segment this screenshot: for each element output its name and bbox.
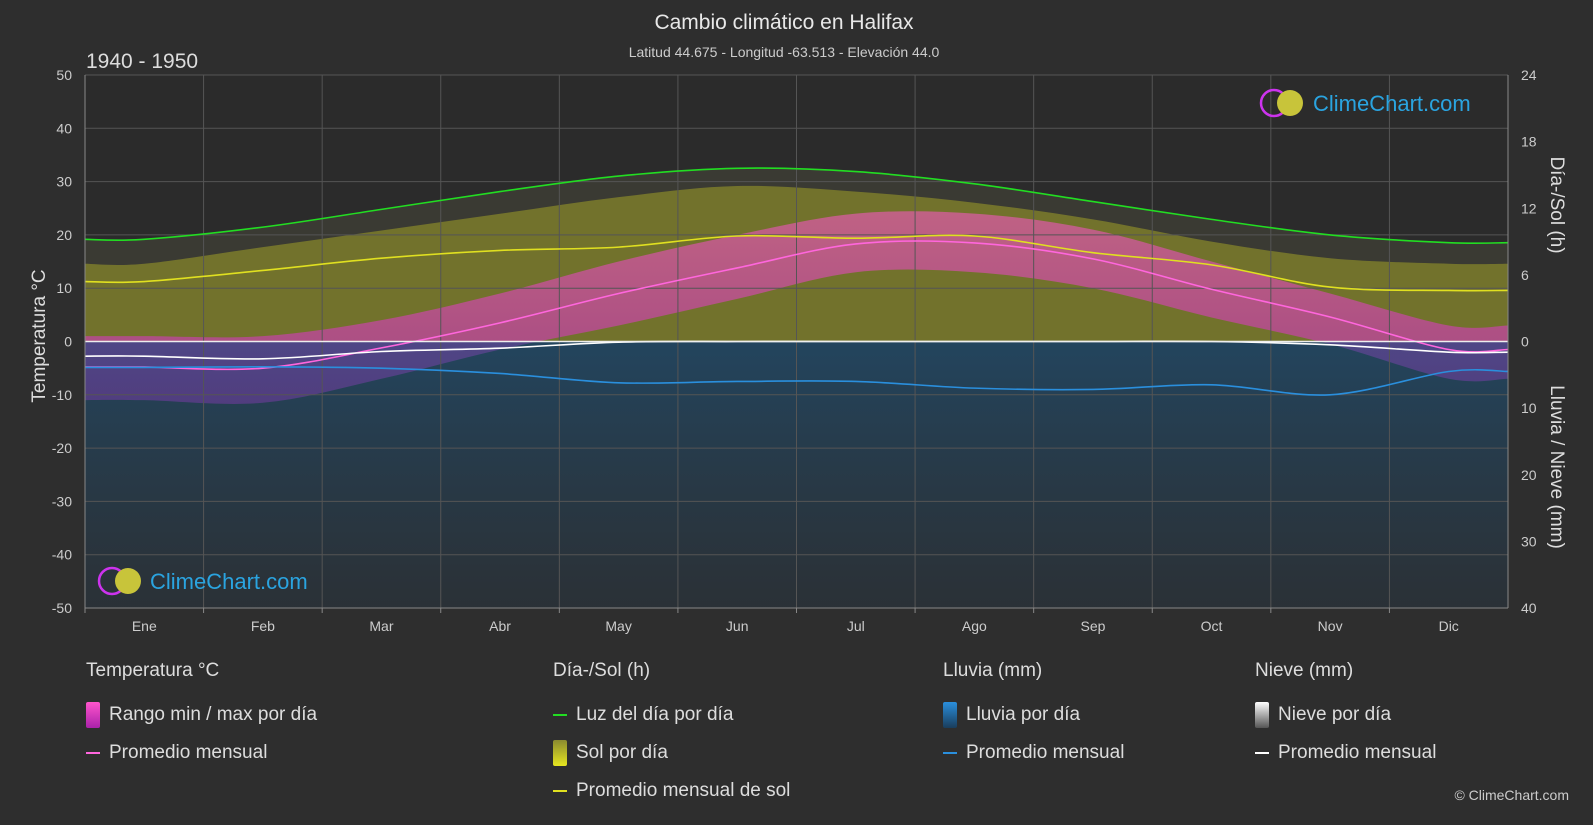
logo-sun-icon xyxy=(115,568,141,594)
legend-title: Día-/Sol (h) xyxy=(553,660,651,681)
swatch-snow xyxy=(1255,702,1269,728)
legend-item: Sol por día xyxy=(553,734,790,772)
legend-temperature: Temperatura °C Rango min / max por día P… xyxy=(86,660,317,772)
legend-title: Nieve (mm) xyxy=(1255,660,1354,681)
chart-subtitle: Latitud 44.675 - Longitud -63.513 - Elev… xyxy=(629,44,940,60)
y-right-bottom-tick-label: 10 xyxy=(1521,400,1537,416)
legend-label: Promedio mensual de sol xyxy=(576,780,791,801)
swatch-sun xyxy=(553,740,567,766)
series-line xyxy=(84,234,1509,292)
legend-label: Lluvia por día xyxy=(966,704,1081,725)
x-tick-label: Jul xyxy=(847,618,865,634)
legend-daylight-sun: Día-/Sol (h) Luz del día por día Sol por… xyxy=(553,660,790,810)
y-right-top-tick-label: 18 xyxy=(1521,134,1537,150)
period-label: 1940 - 1950 xyxy=(86,50,198,73)
swatch-rain xyxy=(943,702,957,728)
x-tick-label: Sep xyxy=(1080,618,1105,634)
axes: 50 40 30 20 10 0 -10 -20 -30 -40 -50 24 18 12 6 0 10 20 30… xyxy=(52,67,1537,634)
legend-item: Promedio mensual de sol xyxy=(553,772,790,810)
copyright: © ClimeChart.com xyxy=(1454,787,1569,803)
logo-sun-icon xyxy=(1277,90,1303,116)
legend-item: Promedio mensual xyxy=(943,734,1124,772)
swatch-daylight xyxy=(553,714,567,716)
watermark-logo-bottom: ClimeChart.com xyxy=(97,566,308,596)
swatch-rain-avg xyxy=(943,752,957,754)
y-right-top-tick-label: 12 xyxy=(1521,200,1537,216)
y-left-tick-label: -30 xyxy=(52,493,72,509)
series-line xyxy=(84,167,1509,245)
x-tick-label: Ago xyxy=(962,618,987,634)
x-tick-label: May xyxy=(605,618,631,634)
watermark-text-top: ClimeChart.com xyxy=(1313,91,1471,116)
swatch-snow-avg xyxy=(1255,752,1269,754)
series-lines xyxy=(84,167,1509,396)
x-tick-label: Ene xyxy=(132,618,157,634)
y-right-bottom-tick-label: 30 xyxy=(1521,533,1537,549)
legend-label: Sol por día xyxy=(576,742,668,763)
legend-item: Promedio mensual xyxy=(86,734,317,772)
y-left-tick-label: -10 xyxy=(52,387,72,403)
y-right-top-tick-label: 24 xyxy=(1521,67,1537,83)
legend-title: Lluvia (mm) xyxy=(943,660,1043,681)
legend-label: Nieve por día xyxy=(1278,704,1392,725)
x-tick-label: Jun xyxy=(726,618,749,634)
y-right-bottom-label: Lluvia / Nieve (mm) xyxy=(1546,385,1567,549)
legend-title: Temperatura °C xyxy=(86,660,220,681)
y-left-tick-label: 50 xyxy=(56,67,72,83)
legend-label: Promedio mensual xyxy=(966,742,1125,763)
x-tick-label: Dic xyxy=(1439,618,1459,634)
legend-snow: Nieve (mm) Nieve por día Promedio mensua… xyxy=(1255,660,1436,772)
y-right-bottom-tick-label: 40 xyxy=(1521,600,1537,616)
legend-item: Promedio mensual xyxy=(1255,734,1436,772)
y-left-tick-label: -20 xyxy=(52,440,72,456)
legend-item: Rango min / max por día xyxy=(86,696,317,734)
x-tick-label: Abr xyxy=(489,618,511,634)
legend-item: Luz del día por día xyxy=(553,696,790,734)
y-right-top-tick-label: 6 xyxy=(1521,267,1529,283)
legend-label: Promedio mensual xyxy=(109,742,268,763)
y-left-tick-label: 10 xyxy=(56,280,72,296)
x-tick-label: Mar xyxy=(369,618,393,634)
legend-rain: Lluvia (mm) Lluvia por día Promedio mens… xyxy=(943,660,1124,772)
y-left-label: Temperatura °C xyxy=(29,269,50,402)
watermark-logo-top: ClimeChart.com xyxy=(1259,88,1471,118)
swatch-temp-avg xyxy=(86,752,100,754)
y-left-tick-label: -50 xyxy=(52,600,72,616)
y-left-tick-label: 20 xyxy=(56,227,72,243)
y-left-tick-label: 0 xyxy=(64,334,72,350)
y-right-top-label: Día-/Sol (h) xyxy=(1546,156,1567,253)
y-left-tick-label: -40 xyxy=(52,547,72,563)
legend-label: Rango min / max por día xyxy=(109,704,318,725)
x-tick-label: Oct xyxy=(1201,618,1223,634)
x-tick-label: Nov xyxy=(1318,618,1343,634)
grid-lines xyxy=(84,74,1509,609)
y-right-bottom-tick-label: 20 xyxy=(1521,467,1537,483)
legend-label: Luz del día por día xyxy=(576,704,734,725)
swatch-temp-range xyxy=(86,702,100,728)
y-left-tick-label: 30 xyxy=(56,174,72,190)
chart-title: Cambio climático en Halifax xyxy=(654,11,914,34)
legend-item: Nieve por día xyxy=(1255,696,1436,734)
series-line xyxy=(84,366,1509,396)
swatch-sun-avg xyxy=(553,790,567,792)
y-left-tick-label: 40 xyxy=(56,120,72,136)
watermark-text-bottom: ClimeChart.com xyxy=(150,569,308,594)
series-line xyxy=(84,240,1509,371)
legend-item: Lluvia por día xyxy=(943,696,1124,734)
y-right-top-tick-label: 0 xyxy=(1521,334,1529,350)
legend-label: Promedio mensual xyxy=(1278,742,1437,763)
x-tick-label: Feb xyxy=(251,618,275,634)
